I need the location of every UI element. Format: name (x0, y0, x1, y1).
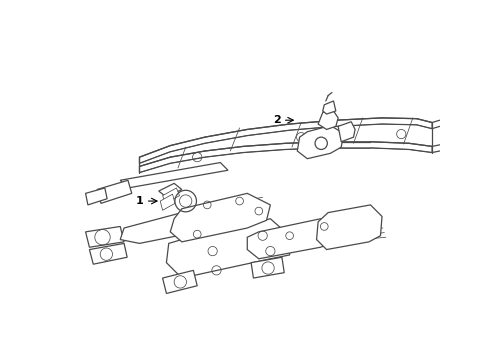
Polygon shape (251, 257, 284, 278)
Polygon shape (86, 188, 107, 205)
Polygon shape (297, 126, 343, 159)
Polygon shape (247, 219, 336, 259)
Polygon shape (171, 193, 270, 242)
Polygon shape (120, 213, 197, 243)
Polygon shape (338, 122, 355, 142)
Polygon shape (120, 163, 228, 188)
Polygon shape (140, 118, 432, 163)
Polygon shape (160, 194, 175, 210)
Polygon shape (140, 142, 432, 172)
Polygon shape (89, 243, 127, 264)
Text: 1: 1 (136, 196, 144, 206)
Polygon shape (159, 183, 182, 197)
Polygon shape (163, 188, 179, 203)
Polygon shape (317, 205, 382, 249)
Polygon shape (318, 109, 338, 130)
Polygon shape (167, 219, 290, 278)
Polygon shape (97, 180, 132, 203)
Text: 2: 2 (272, 115, 280, 125)
Polygon shape (163, 270, 197, 293)
Polygon shape (323, 101, 336, 114)
Polygon shape (86, 226, 124, 247)
